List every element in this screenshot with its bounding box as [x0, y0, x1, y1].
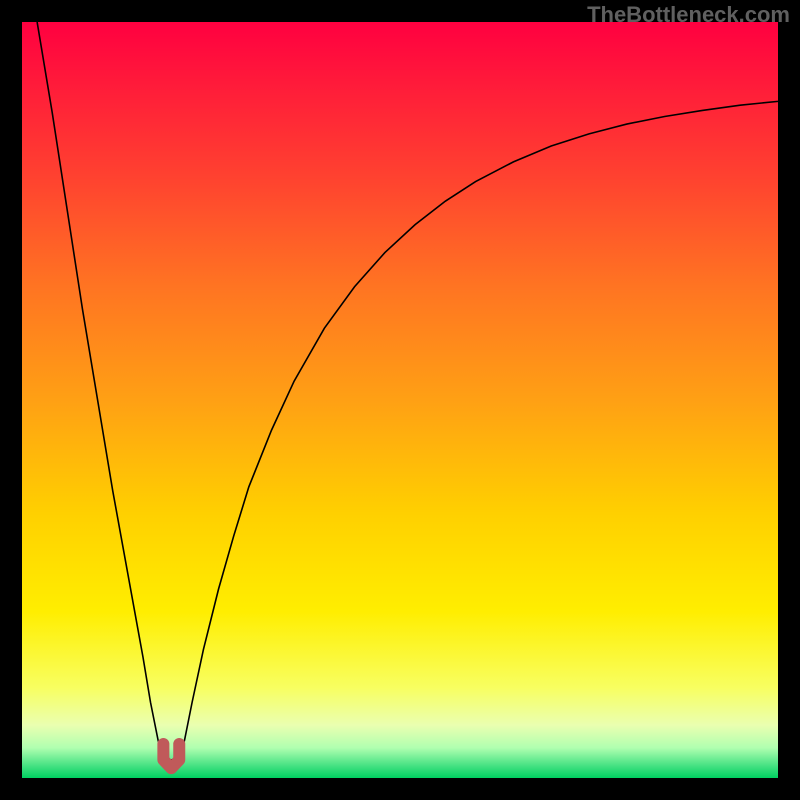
- gradient-background: [22, 22, 778, 778]
- chart-frame: TheBottleneck.com: [0, 0, 800, 800]
- chart-plot-area: [22, 22, 778, 778]
- watermark-text: TheBottleneck.com: [587, 2, 790, 28]
